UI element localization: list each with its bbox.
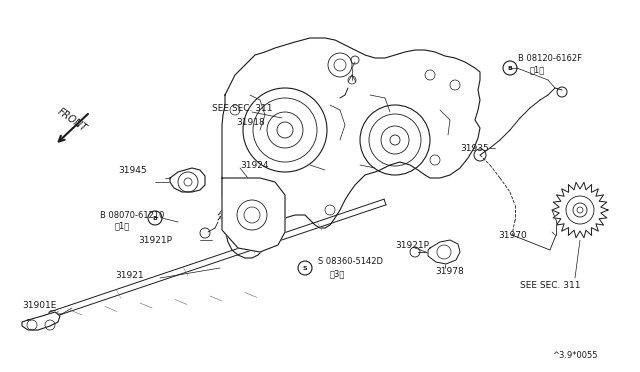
- Text: （3）: （3）: [330, 269, 346, 279]
- Polygon shape: [428, 240, 460, 264]
- Text: 31924: 31924: [240, 160, 269, 170]
- Text: S 08360-5142D: S 08360-5142D: [318, 257, 383, 266]
- Text: FRONT: FRONT: [56, 106, 88, 134]
- Text: 31901E: 31901E: [22, 301, 56, 310]
- Text: ^3.9*0055: ^3.9*0055: [552, 351, 598, 360]
- Polygon shape: [222, 178, 285, 252]
- Text: （1）: （1）: [530, 65, 545, 74]
- Text: 31921P: 31921P: [395, 241, 429, 250]
- Text: SEE SEC. 311: SEE SEC. 311: [212, 103, 273, 112]
- Text: 31970: 31970: [498, 231, 527, 240]
- Text: 31978: 31978: [435, 267, 464, 276]
- Polygon shape: [170, 168, 205, 192]
- Text: B 08120-6162F: B 08120-6162F: [518, 54, 582, 62]
- Polygon shape: [552, 182, 608, 238]
- Text: 31935: 31935: [460, 144, 489, 153]
- Text: S: S: [303, 266, 307, 270]
- Polygon shape: [22, 312, 60, 330]
- Text: （1）: （1）: [115, 221, 131, 231]
- Text: B: B: [152, 215, 157, 221]
- Text: SEE SEC. 311: SEE SEC. 311: [520, 280, 580, 289]
- Text: 31918: 31918: [236, 118, 265, 126]
- Text: 31921P: 31921P: [138, 235, 172, 244]
- Text: B 08070-61210: B 08070-61210: [100, 211, 164, 219]
- Polygon shape: [222, 38, 480, 258]
- Text: 31945: 31945: [118, 166, 147, 174]
- Text: 31921: 31921: [115, 270, 143, 279]
- Text: B: B: [508, 65, 513, 71]
